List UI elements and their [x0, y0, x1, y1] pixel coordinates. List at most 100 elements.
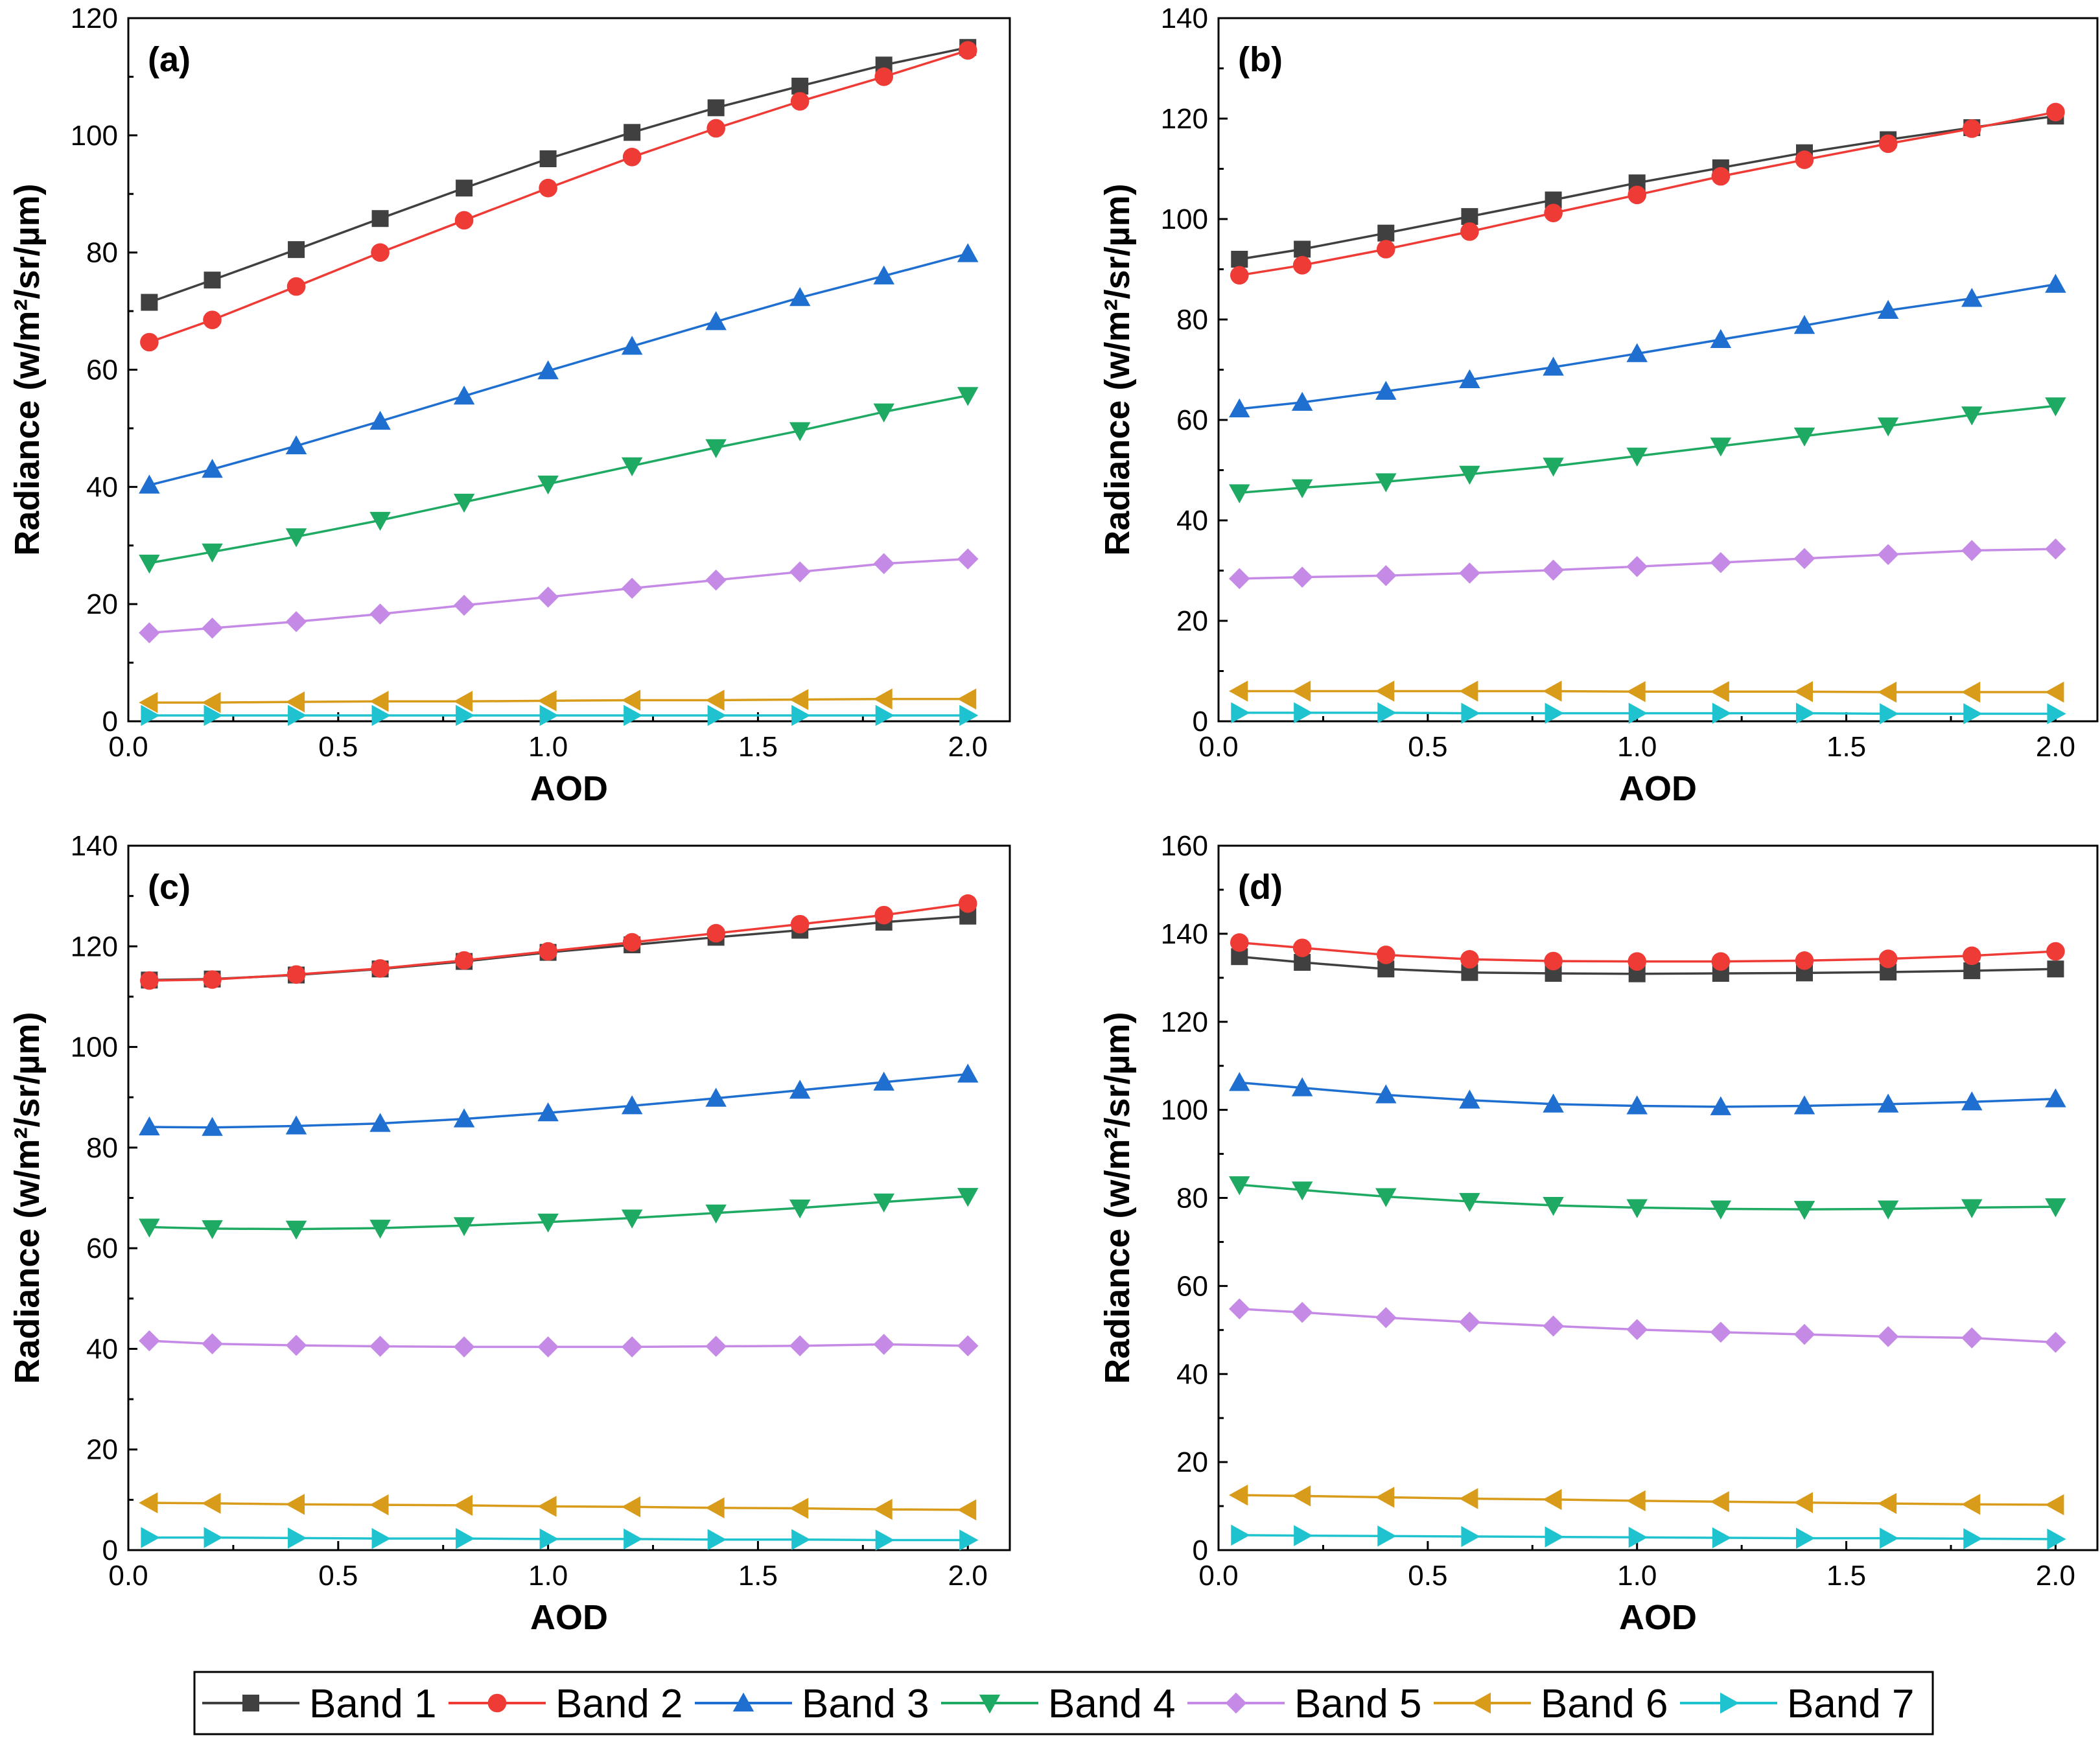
- data-point-band-4: [621, 457, 643, 477]
- legend-label: Band 2: [555, 1682, 683, 1726]
- data-point-band-7: [539, 1528, 559, 1550]
- data-point-band-2: [1292, 938, 1312, 957]
- data-point-band-4: [537, 1213, 559, 1233]
- series-band-3: [1229, 1072, 2066, 1115]
- data-point-band-5: [705, 1336, 727, 1357]
- data-point-band-5: [202, 617, 223, 639]
- data-point-band-2: [371, 243, 390, 262]
- data-point-band-4: [202, 543, 223, 563]
- data-point-band-3: [1877, 299, 1899, 319]
- data-point-band-6: [1375, 680, 1395, 702]
- legend-marker-band-2: [487, 1693, 507, 1713]
- data-point-band-5: [1877, 544, 1899, 565]
- series-band-6: [139, 1492, 977, 1521]
- series-band-2: [140, 894, 977, 990]
- data-point-band-7: [456, 1527, 475, 1549]
- data-point-band-2: [958, 894, 977, 913]
- y-tick-label: 80: [86, 1132, 118, 1164]
- data-point-band-3: [1543, 1093, 1564, 1113]
- data-point-band-7: [141, 1527, 160, 1548]
- data-point-band-2: [140, 971, 159, 990]
- data-point-band-6: [1229, 680, 1248, 702]
- y-tick-label: 60: [86, 354, 118, 386]
- data-point-band-6: [1710, 681, 1729, 702]
- data-point-band-3: [139, 474, 160, 494]
- series-band-5: [139, 548, 979, 644]
- x-axis-title: AOD: [530, 769, 608, 808]
- data-point-band-4: [1375, 473, 1397, 493]
- data-point-band-7: [1377, 702, 1397, 724]
- data-point-band-2: [1376, 945, 1395, 964]
- x-axis-title: AOD: [530, 1598, 608, 1637]
- data-point-band-3: [789, 287, 811, 307]
- data-point-band-6: [139, 691, 158, 713]
- legend-label: Band 1: [309, 1682, 437, 1726]
- data-point-band-7: [1796, 702, 1815, 724]
- data-point-band-3: [369, 410, 391, 430]
- series-band-7: [141, 704, 979, 726]
- y-tick-label: 20: [86, 1434, 118, 1466]
- x-tick-label: 0.0: [1198, 1560, 1238, 1592]
- data-point-band-5: [789, 561, 811, 583]
- data-point-band-7: [707, 1529, 727, 1550]
- data-point-band-2: [1292, 256, 1312, 275]
- data-point-band-7: [1545, 1526, 1564, 1548]
- data-point-band-6: [1877, 1492, 1897, 1514]
- y-axis-title: Radiance (w/m²/sr/µm): [1098, 183, 1137, 555]
- x-tick-label: 0.0: [108, 731, 148, 763]
- data-point-band-7: [2047, 703, 2066, 725]
- data-point-band-5: [1961, 1327, 1983, 1349]
- data-point-band-5: [453, 594, 475, 616]
- data-point-band-5: [1710, 551, 1732, 574]
- x-tick-label: 1.0: [1617, 1560, 1657, 1592]
- data-point-band-7: [288, 1527, 307, 1549]
- data-point-band-4: [621, 1209, 643, 1229]
- data-point-band-6: [202, 1492, 221, 1514]
- data-point-band-2: [874, 67, 894, 86]
- data-point-band-1: [1963, 962, 1981, 979]
- data-point-band-3: [1375, 380, 1397, 400]
- data-point-band-2: [286, 965, 306, 984]
- data-point-band-7: [624, 1528, 643, 1550]
- series-band-4: [1229, 1176, 2066, 1220]
- y-tick-label: 20: [1176, 1446, 1208, 1478]
- legend-item-band-7: Band 7: [1680, 1682, 1915, 1726]
- data-point-band-3: [1793, 315, 1815, 334]
- data-point-band-5: [537, 586, 559, 608]
- data-point-band-4: [1793, 427, 1815, 447]
- x-tick-label: 0.5: [318, 731, 358, 763]
- data-point-band-7: [288, 704, 307, 726]
- data-point-band-5: [1291, 1301, 1313, 1323]
- data-point-band-4: [1877, 1200, 1899, 1220]
- legend-item-band-3: Band 3: [695, 1682, 929, 1726]
- data-point-band-5: [537, 1336, 559, 1358]
- data-point-band-7: [1880, 703, 1899, 725]
- x-tick-label: 0.5: [1408, 1560, 1447, 1592]
- data-point-band-7: [1294, 702, 1313, 724]
- data-point-band-5: [621, 1336, 643, 1358]
- legend-marker-band-6: [1471, 1692, 1491, 1714]
- data-point-band-7: [1712, 1527, 1732, 1549]
- data-point-band-3: [957, 243, 979, 262]
- data-point-band-7: [791, 704, 811, 726]
- data-point-band-4: [789, 422, 811, 441]
- data-point-band-6: [1291, 680, 1311, 702]
- data-point-band-2: [1628, 185, 1647, 205]
- y-tick-label: 140: [1161, 3, 1208, 34]
- data-point-band-4: [537, 475, 559, 495]
- data-point-band-3: [1710, 329, 1732, 348]
- data-point-band-3: [1961, 1091, 1983, 1111]
- series-band-2: [140, 41, 977, 352]
- data-point-band-7: [1880, 1527, 1899, 1549]
- data-point-band-4: [957, 387, 979, 406]
- data-point-band-6: [537, 1496, 557, 1517]
- data-point-band-5: [1626, 556, 1648, 577]
- y-tick-label: 120: [71, 931, 118, 962]
- legend-marker-band-4: [979, 1695, 1001, 1714]
- data-point-band-7: [1231, 702, 1250, 724]
- data-point-band-7: [371, 704, 391, 726]
- data-point-band-1: [371, 210, 389, 227]
- legend-items: Band 1 Band 2 Band 3 Band 4 Band 5 Band 6 Band…: [202, 1682, 1915, 1726]
- data-point-band-6: [1543, 1489, 1562, 1511]
